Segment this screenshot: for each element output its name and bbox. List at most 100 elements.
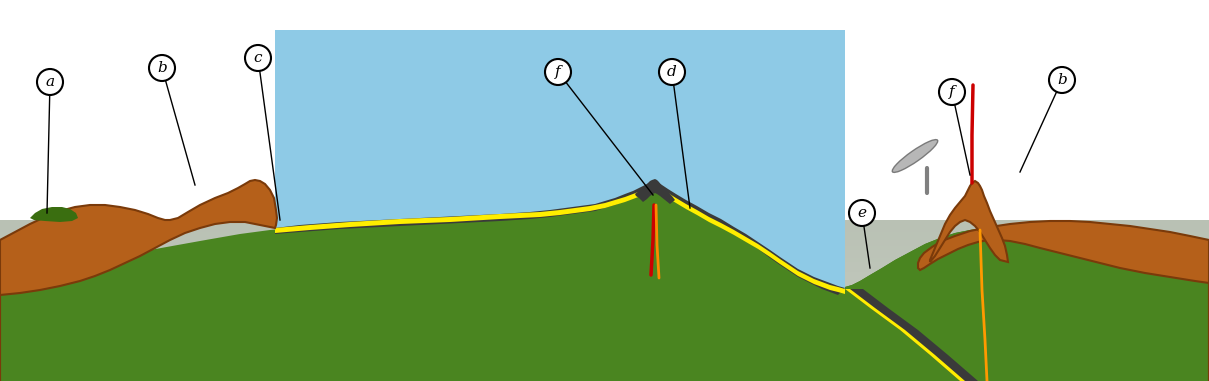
Polygon shape (0, 345, 1209, 347)
Polygon shape (0, 329, 1209, 331)
Polygon shape (0, 296, 1209, 298)
Polygon shape (0, 335, 1209, 337)
Polygon shape (0, 256, 1209, 258)
Polygon shape (0, 351, 1209, 353)
Polygon shape (274, 185, 845, 294)
Polygon shape (0, 258, 1209, 260)
Polygon shape (0, 272, 1209, 274)
Polygon shape (0, 327, 1209, 329)
Polygon shape (0, 307, 1209, 309)
Polygon shape (0, 264, 1209, 266)
Polygon shape (0, 222, 1209, 224)
Polygon shape (0, 312, 1209, 315)
Polygon shape (30, 207, 79, 222)
Text: d: d (667, 65, 677, 79)
Polygon shape (0, 180, 277, 381)
Polygon shape (0, 363, 1209, 365)
Polygon shape (0, 315, 1209, 317)
Polygon shape (0, 369, 1209, 371)
Polygon shape (0, 234, 1209, 236)
Polygon shape (0, 246, 1209, 248)
Polygon shape (0, 349, 1209, 351)
Polygon shape (0, 317, 1209, 319)
Polygon shape (0, 303, 1209, 304)
Polygon shape (0, 240, 1209, 242)
Circle shape (545, 59, 571, 85)
Circle shape (939, 79, 965, 105)
Polygon shape (0, 331, 1209, 333)
Circle shape (849, 200, 875, 226)
Polygon shape (0, 276, 1209, 279)
Polygon shape (0, 321, 1209, 323)
Polygon shape (0, 230, 1209, 232)
Polygon shape (0, 367, 1209, 369)
Polygon shape (0, 375, 1209, 377)
Polygon shape (0, 268, 1209, 270)
Polygon shape (0, 343, 1209, 345)
Circle shape (659, 59, 686, 85)
Polygon shape (0, 274, 1209, 276)
Circle shape (149, 55, 175, 81)
Polygon shape (0, 183, 1209, 381)
Polygon shape (0, 309, 1209, 311)
Polygon shape (0, 347, 1209, 349)
Polygon shape (0, 298, 1209, 301)
Polygon shape (274, 185, 845, 289)
Polygon shape (0, 357, 1209, 359)
Polygon shape (0, 323, 1209, 325)
Polygon shape (0, 284, 1209, 287)
Text: e: e (857, 206, 867, 220)
Text: a: a (46, 75, 54, 89)
Polygon shape (0, 359, 1209, 361)
Polygon shape (0, 337, 1209, 339)
Polygon shape (0, 232, 1209, 234)
Polygon shape (0, 365, 1209, 367)
Polygon shape (0, 301, 1209, 303)
Polygon shape (0, 353, 1209, 355)
Ellipse shape (892, 139, 938, 173)
Polygon shape (0, 220, 1209, 381)
Polygon shape (0, 226, 1209, 228)
Polygon shape (0, 254, 1209, 256)
Polygon shape (0, 290, 1209, 293)
Polygon shape (0, 333, 1209, 335)
Polygon shape (274, 30, 845, 289)
Polygon shape (845, 289, 1055, 381)
Polygon shape (0, 280, 1209, 282)
Polygon shape (0, 311, 1209, 312)
Text: b: b (157, 61, 167, 75)
Text: f: f (949, 85, 955, 99)
Polygon shape (0, 266, 1209, 268)
Polygon shape (0, 238, 1209, 240)
Circle shape (245, 45, 271, 71)
Polygon shape (0, 355, 1209, 357)
Polygon shape (0, 242, 1209, 244)
Polygon shape (0, 262, 1209, 264)
Polygon shape (0, 252, 1209, 254)
Polygon shape (0, 339, 1209, 341)
Polygon shape (0, 373, 1209, 375)
Polygon shape (0, 270, 1209, 272)
Polygon shape (0, 194, 1209, 381)
Polygon shape (0, 260, 1209, 262)
Polygon shape (0, 228, 1209, 230)
Polygon shape (0, 325, 1209, 327)
Polygon shape (0, 200, 1209, 381)
Polygon shape (0, 371, 1209, 373)
Polygon shape (0, 379, 1209, 381)
Polygon shape (0, 248, 1209, 250)
Polygon shape (0, 361, 1209, 363)
Polygon shape (0, 279, 1209, 280)
Polygon shape (635, 179, 675, 204)
Polygon shape (0, 282, 1209, 284)
Polygon shape (0, 220, 1209, 222)
Polygon shape (918, 221, 1209, 381)
Polygon shape (0, 341, 1209, 343)
Polygon shape (845, 289, 1068, 381)
Polygon shape (0, 295, 1209, 296)
Polygon shape (0, 293, 1209, 295)
Polygon shape (0, 187, 1209, 381)
Polygon shape (0, 250, 1209, 252)
Polygon shape (0, 288, 1209, 290)
Text: c: c (254, 51, 262, 65)
